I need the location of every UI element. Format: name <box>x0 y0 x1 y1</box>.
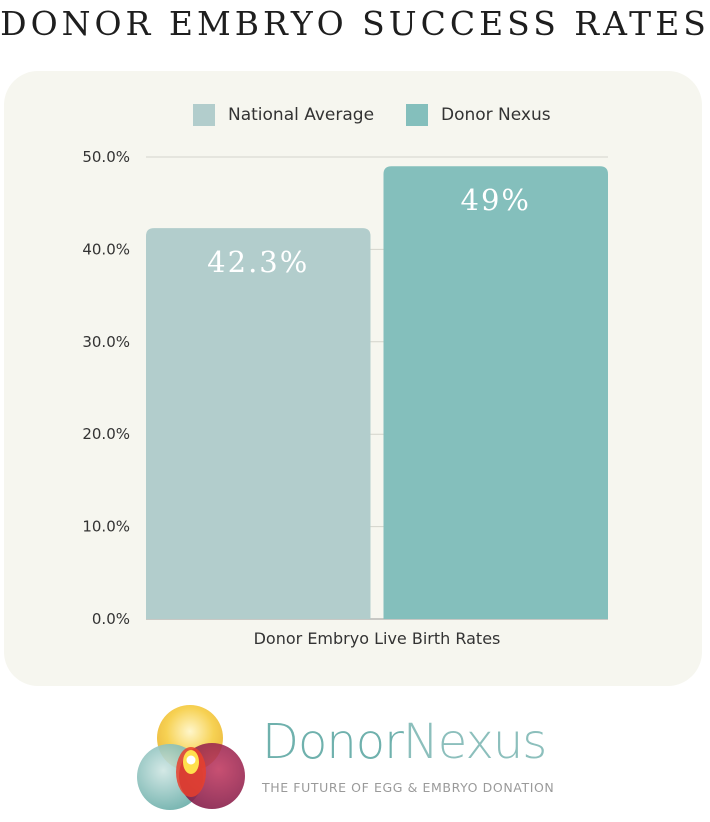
brand-name-part2: Nexus <box>402 714 547 770</box>
y-tick-label: 50.0% <box>82 148 130 166</box>
legend-item-national-average[interactable]: National Average <box>193 104 374 126</box>
legend-label: National Average <box>228 105 375 125</box>
legend-swatch <box>406 104 428 126</box>
legend-label: Donor Nexus <box>441 105 551 125</box>
y-tick-label: 40.0% <box>82 240 130 258</box>
y-tick-label: 10.0% <box>82 518 130 536</box>
legend-swatch <box>193 104 215 126</box>
brand-tagline: THE FUTURE OF EGG & EMBRYO DONATION <box>262 780 555 795</box>
brand-name-part1: Donor <box>262 714 404 770</box>
y-tick-label: 30.0% <box>82 333 130 351</box>
bar-chart: 0.0% 10.0% 20.0% 30.0% 40.0% 50.0% 42.3% 49% Don… <box>82 148 608 648</box>
brand-block: DonorNexus THE FUTURE OF EGG & EMBRYO DO… <box>262 718 554 795</box>
y-tick-label: 0.0% <box>92 610 130 628</box>
page-title: DONOR EMBRYO SUCCESS RATES <box>0 4 710 43</box>
chart-legend: National Average Donor Nexus <box>0 104 710 134</box>
donor-nexus-logo <box>137 705 245 810</box>
bar-value-label: 42.3% <box>207 245 309 279</box>
bar-value-label: 49% <box>461 183 531 217</box>
bar <box>383 166 608 620</box>
legend-item-donor-nexus[interactable]: Donor Nexus <box>406 104 551 126</box>
y-tick-label: 20.0% <box>82 425 130 443</box>
bar <box>146 228 371 619</box>
x-category-label: Donor Embryo Live Birth Rates <box>254 629 501 648</box>
brand-name: DonorNexus <box>262 718 554 766</box>
